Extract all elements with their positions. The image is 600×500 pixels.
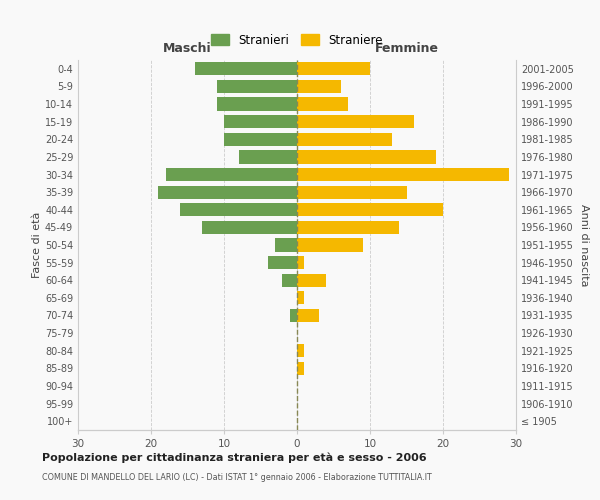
Bar bbox=[297, 309, 319, 322]
Bar bbox=[166, 168, 297, 181]
Bar bbox=[217, 98, 297, 110]
Bar bbox=[283, 274, 297, 287]
Bar bbox=[224, 132, 297, 146]
Legend: Stranieri, Straniere: Stranieri, Straniere bbox=[206, 29, 388, 52]
Bar bbox=[158, 186, 297, 198]
Bar bbox=[297, 344, 304, 358]
Bar bbox=[297, 150, 436, 164]
Bar bbox=[297, 80, 341, 93]
Bar bbox=[297, 98, 348, 110]
Bar bbox=[268, 256, 297, 269]
Bar bbox=[297, 168, 509, 181]
Y-axis label: Anni di nascita: Anni di nascita bbox=[579, 204, 589, 286]
Bar bbox=[275, 238, 297, 252]
Bar bbox=[202, 221, 297, 234]
Bar bbox=[297, 62, 370, 76]
Bar bbox=[224, 115, 297, 128]
Bar bbox=[297, 221, 399, 234]
Bar bbox=[195, 62, 297, 76]
Bar bbox=[297, 203, 443, 216]
Y-axis label: Fasce di età: Fasce di età bbox=[32, 212, 42, 278]
Bar bbox=[297, 291, 304, 304]
Text: Popolazione per cittadinanza straniera per età e sesso - 2006: Popolazione per cittadinanza straniera p… bbox=[42, 452, 427, 463]
Bar bbox=[297, 362, 304, 375]
Bar bbox=[297, 115, 414, 128]
Bar bbox=[297, 132, 392, 146]
Text: Maschi: Maschi bbox=[163, 42, 212, 54]
Bar bbox=[217, 80, 297, 93]
Bar bbox=[290, 309, 297, 322]
Text: COMUNE DI MANDELLO DEL LARIO (LC) - Dati ISTAT 1° gennaio 2006 - Elaborazione TU: COMUNE DI MANDELLO DEL LARIO (LC) - Dati… bbox=[42, 472, 432, 482]
Bar bbox=[297, 256, 304, 269]
Bar bbox=[297, 238, 362, 252]
Bar bbox=[297, 274, 326, 287]
Text: Femmine: Femmine bbox=[374, 42, 439, 54]
Bar bbox=[180, 203, 297, 216]
Bar bbox=[297, 186, 407, 198]
Bar bbox=[239, 150, 297, 164]
